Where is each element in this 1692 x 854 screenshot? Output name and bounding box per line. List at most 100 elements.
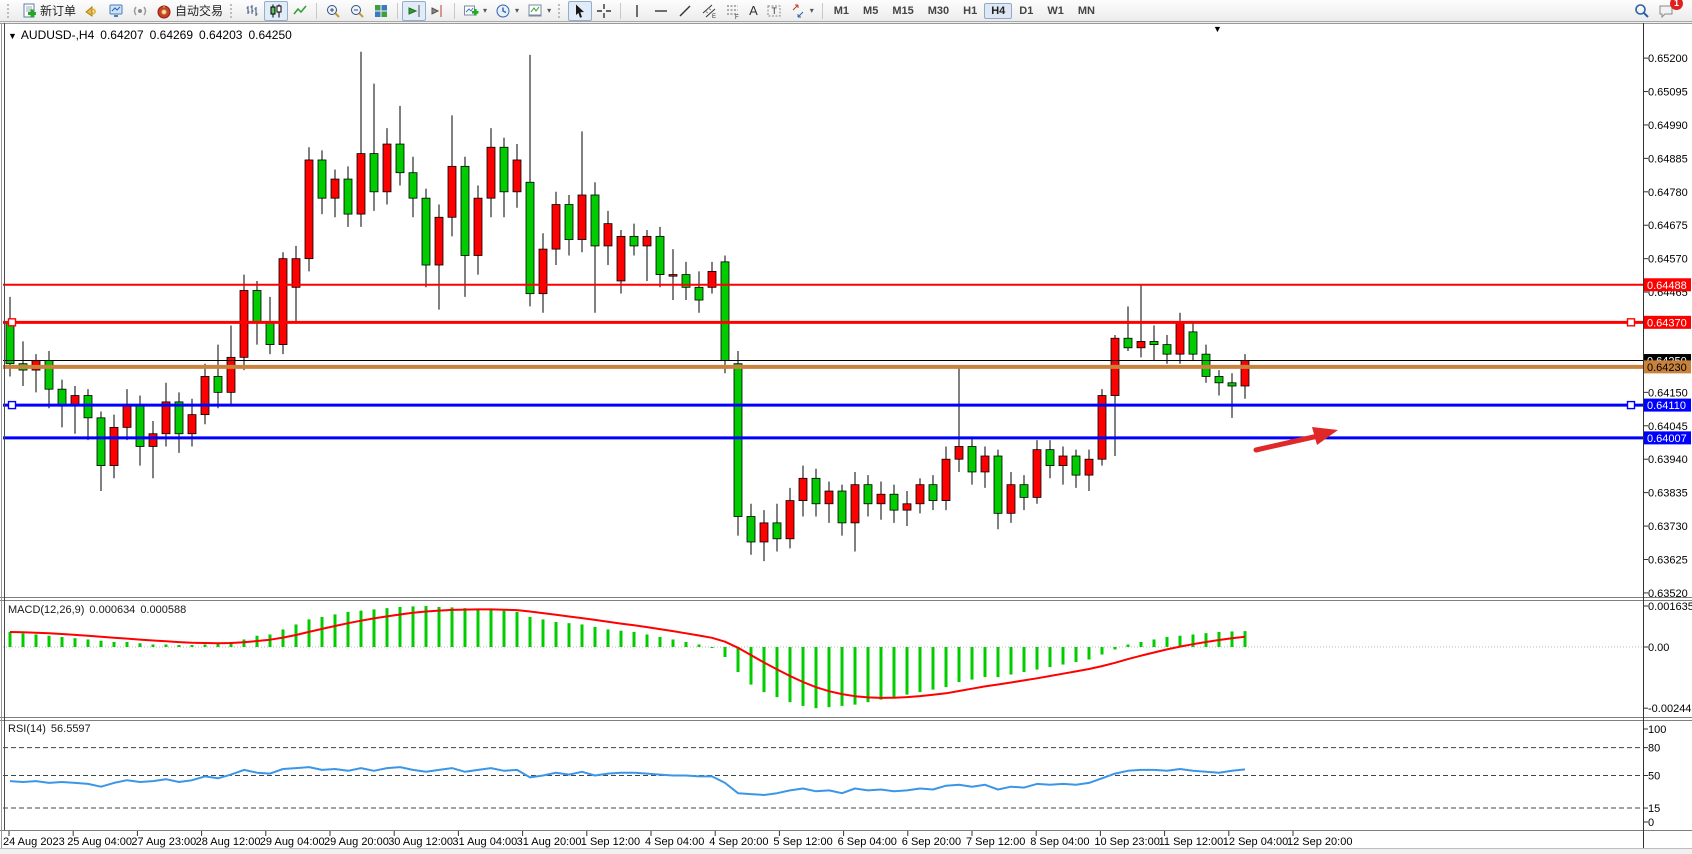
macd-pane-label: MACD(12,26,9) 0.000634 0.000588 [8, 604, 191, 616]
candle [252, 290, 262, 323]
tile-windows-button[interactable] [369, 1, 393, 21]
periods-button[interactable]: ▾ [491, 1, 523, 21]
candle [954, 446, 964, 460]
tab-h4[interactable]: H4 [984, 2, 1013, 19]
candle [1084, 458, 1094, 476]
tab-w1[interactable]: W1 [1047, 4, 1064, 17]
price-label-box [1644, 278, 1691, 292]
macd-histogram-bar [1061, 646, 1065, 665]
chevron-down-icon[interactable]: ▾ [809, 6, 814, 15]
hline-tool-button[interactable] [649, 1, 673, 21]
templates-button[interactable]: ▾ [523, 1, 555, 21]
price-label-box [1644, 398, 1691, 412]
new-order-icon [23, 3, 36, 17]
annotation-arrow-head[interactable] [1312, 427, 1338, 445]
candle [590, 194, 600, 247]
macd-histogram-bar [489, 609, 493, 647]
candle [772, 522, 782, 540]
price-tick-label: 0.64990 [1648, 120, 1688, 132]
price-tick-label: 0.64780 [1648, 187, 1688, 199]
horn-icon [85, 5, 96, 17]
hline-handle[interactable] [7, 318, 17, 327]
search-icon [1635, 3, 1649, 18]
macd-histogram-bar [853, 646, 857, 705]
macd-histogram-bar [1048, 646, 1052, 668]
hline-handle[interactable] [1626, 318, 1636, 327]
tab-m5[interactable]: M5 [863, 4, 879, 17]
vline-tool-button[interactable] [625, 1, 649, 21]
new-order-button[interactable]: 新订单 [17, 1, 80, 21]
tab-m15[interactable]: M15 [892, 4, 914, 17]
annotation-arrow[interactable] [1253, 433, 1321, 453]
macd-histogram-bar [840, 646, 844, 706]
bar-chart-button[interactable] [240, 1, 264, 21]
terminal-button[interactable] [104, 1, 128, 21]
search-button[interactable] [1630, 1, 1654, 21]
candlestick-button[interactable] [264, 0, 289, 21]
templates-icon [528, 4, 542, 16]
rsi-pane-label: RSI(14) 56.5597 [8, 723, 96, 735]
hline-handle[interactable] [7, 400, 17, 410]
channel-tool-button[interactable]: E [697, 1, 721, 21]
time-tick-label: 6 Sep 20:00 [902, 836, 961, 848]
text-tool-button[interactable]: A [745, 1, 762, 21]
chevron-down-icon[interactable]: ▾ [515, 6, 520, 15]
macd-tick-label: 0.00 [1648, 642, 1669, 654]
horn-button[interactable] [80, 1, 104, 21]
crosshair-button[interactable] [592, 1, 616, 21]
tab-m30[interactable]: M30 [927, 4, 950, 17]
candle [525, 181, 535, 295]
arrows-tool-button[interactable]: ▾ [786, 1, 818, 21]
price-label-box [1644, 360, 1691, 374]
rsi-tick-label: 15 [1648, 803, 1660, 815]
candle [1123, 337, 1133, 349]
macd-histogram-bar [593, 626, 597, 647]
macd-histogram-bar [151, 644, 155, 647]
line-chart-button[interactable] [288, 1, 312, 21]
macd-histogram-bar [1009, 646, 1013, 675]
macd-tick-label: -0.002442 [1648, 703, 1692, 715]
candle [720, 261, 730, 361]
macd-histogram-bar [905, 646, 909, 695]
collapse-triangle-icon[interactable]: ▼ [8, 31, 17, 41]
tab-m1[interactable]: M1 [833, 4, 850, 17]
tab-mn[interactable]: MN [1077, 4, 1095, 17]
candle [1227, 382, 1237, 387]
cursor-button[interactable] [568, 0, 593, 21]
rsi-tick-label: 80 [1648, 743, 1660, 755]
candle [434, 216, 444, 266]
indicators-button[interactable]: ▾ [459, 1, 491, 21]
signal-button[interactable] [128, 1, 152, 21]
chevron-down-icon[interactable]: ▾ [547, 6, 552, 15]
macd-histogram-bar [190, 644, 194, 647]
rsi-tick-label: 100 [1648, 724, 1666, 736]
tab-h1[interactable]: H1 [963, 4, 978, 17]
fibonacci-tool-button[interactable]: F [721, 1, 745, 21]
autoscroll-button[interactable] [402, 0, 427, 21]
zoom-out-button[interactable] [345, 1, 369, 21]
hline-handle[interactable] [1626, 400, 1636, 410]
autotrading-button[interactable]: 自动交易 [152, 1, 227, 21]
chevron-down-icon[interactable]: ▾ [483, 6, 488, 15]
macd-histogram-bar [1191, 634, 1195, 647]
svg-text:T: T [771, 6, 777, 16]
toolbar-separator [397, 2, 399, 19]
notifications-button[interactable]: 1 [1654, 0, 1683, 21]
time-tick-label: 27 Aug 23:00 [131, 836, 196, 848]
macd-histogram-bar [866, 646, 870, 703]
macd-histogram-bar [385, 608, 389, 647]
text-label-tool-button[interactable]: T [762, 1, 786, 21]
candle [993, 455, 1003, 514]
candle [980, 455, 990, 473]
new-order-label: 新订单 [40, 4, 77, 18]
macd-histogram-bar [658, 636, 662, 647]
zoom-in-button[interactable] [321, 1, 345, 21]
tab-d1[interactable]: D1 [1019, 4, 1034, 17]
trendline-tool-button[interactable] [673, 1, 697, 21]
price-tick-label: 0.64675 [1648, 220, 1688, 232]
price-tick-label: 0.63835 [1648, 488, 1688, 500]
macd-histogram-bar [957, 646, 961, 683]
time-tick-label: 6 Sep 04:00 [838, 836, 897, 848]
chart-shift-button[interactable] [426, 1, 450, 21]
